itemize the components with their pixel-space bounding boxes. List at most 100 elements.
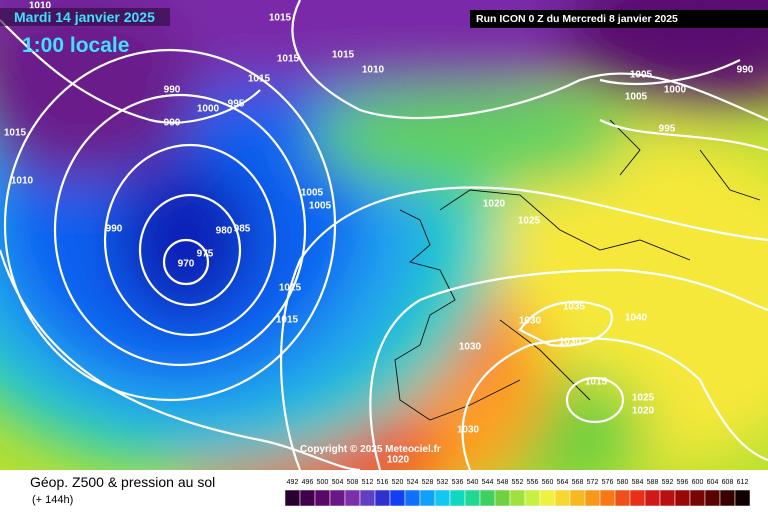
isobar-label: 985 <box>234 224 251 235</box>
legend-swatch <box>404 489 421 507</box>
isobars <box>0 0 768 470</box>
legend-swatch <box>479 489 496 507</box>
isobar-label: 1020 <box>483 199 506 210</box>
legend-label: 524 <box>407 479 419 486</box>
legend-swatch <box>539 489 556 507</box>
isobar-label: 1030 <box>459 342 482 353</box>
isobar-label: 990 <box>164 118 181 129</box>
legend-label: 592 <box>662 479 674 486</box>
footer-title: Géop. Z500 & pression au sol <box>30 474 215 490</box>
legend-swatch <box>374 489 391 507</box>
run-box <box>470 10 768 28</box>
isobar-label: 1010 <box>29 1 52 12</box>
legend-label: 604 <box>707 479 719 486</box>
isobar-label: 1030 <box>559 337 582 348</box>
isobar-label: 1015 <box>585 377 608 388</box>
isobar-label: 1030 <box>457 425 480 436</box>
legend-swatch <box>284 489 301 507</box>
legend-swatch <box>569 489 586 507</box>
legend-label: 516 <box>377 479 389 486</box>
isobar-label: 980 <box>216 226 233 237</box>
legend-label: 512 <box>362 479 374 486</box>
isobar-label: 990 <box>737 65 754 76</box>
legend-swatch <box>659 489 676 507</box>
date: Mardi 14 janvier 2025 <box>14 9 155 25</box>
legend-swatch <box>629 489 646 507</box>
legend-swatch <box>719 489 736 507</box>
legend-swatch <box>644 489 661 507</box>
legend-label: 596 <box>677 479 689 486</box>
isobar-label: 995 <box>228 99 245 110</box>
legend-swatch <box>494 489 511 507</box>
legend-swatch <box>329 489 346 507</box>
isobar-label: 970 <box>178 259 195 270</box>
legend-label: 536 <box>452 479 464 486</box>
legend-label: 540 <box>467 479 479 486</box>
legend-label: 608 <box>722 479 734 486</box>
legend-swatch <box>299 489 316 507</box>
legend-swatch <box>464 489 481 507</box>
isobar-label: 1005 <box>301 188 324 199</box>
isobar-label: 975 <box>197 249 214 260</box>
isobar-label: 1025 <box>518 216 541 227</box>
date-box <box>0 8 170 26</box>
time: 1:00 locale <box>22 34 129 57</box>
isobar-label: 1015 <box>4 128 27 139</box>
legend-label: 564 <box>557 479 569 486</box>
isobar-label: 1035 <box>563 302 586 313</box>
isobar-label: 1030 <box>519 316 542 327</box>
isobar-label: 1015 <box>332 50 355 61</box>
legend-swatch <box>554 489 571 507</box>
legend-swatch <box>689 489 706 507</box>
legend-label: 496 <box>302 479 314 486</box>
legend-label: 588 <box>647 479 659 486</box>
isobar-label: 1015 <box>277 54 300 65</box>
legend-swatch <box>344 489 361 507</box>
legend-label: 568 <box>572 479 584 486</box>
legend-label: 532 <box>437 479 449 486</box>
isobar-label: 1000 <box>197 104 220 115</box>
legend-label: 576 <box>602 479 614 486</box>
isobar-label: 1010 <box>362 65 385 76</box>
legend-label: 500 <box>317 479 329 486</box>
legend-label: 492 <box>287 479 299 486</box>
isobar-label: 1005 <box>309 201 332 212</box>
isobar-label: 1015 <box>269 13 292 24</box>
legend-swatch <box>674 489 691 507</box>
isobar-label: 1015 <box>276 315 299 326</box>
isobar-label: 1020 <box>632 406 655 417</box>
copyright: Copyright © 2025 Meteociel.fr <box>300 444 441 455</box>
legend-swatch <box>599 489 616 507</box>
legend-swatch <box>449 489 466 507</box>
legend-label: 552 <box>512 479 524 486</box>
legend-swatch <box>524 489 541 507</box>
legend-label: 560 <box>542 479 554 486</box>
legend-swatch <box>704 489 721 507</box>
isobar-label: 1010 <box>11 176 34 187</box>
legend-swatch <box>434 489 451 507</box>
legend-swatch <box>359 489 376 507</box>
legend-swatch <box>389 489 406 507</box>
color-legend: 492 496 500 504 508 512 516 520 524 528 532 536 540 5… <box>284 479 751 507</box>
legend-label: 544 <box>482 479 494 486</box>
isobar-label: 1020 <box>387 455 410 466</box>
footer-subtitle: (+ 144h) <box>32 494 73 506</box>
legend-label: 508 <box>347 479 359 486</box>
legend-label: 504 <box>332 479 344 486</box>
isobar-label: 995 <box>659 124 676 135</box>
legend-label: 612 <box>737 479 749 486</box>
legend-swatch <box>734 489 751 507</box>
legend-swatch <box>614 489 631 507</box>
isobar-label: 1005 <box>630 70 653 81</box>
legend-label: 528 <box>422 479 434 486</box>
isobar-label: 1000 <box>664 85 687 96</box>
isobar-label: 1015 <box>248 74 271 85</box>
coastline <box>394 119 761 421</box>
isobar-label: 1015 <box>279 283 302 294</box>
legend-label: 548 <box>497 479 509 486</box>
isobar-label: 1040 <box>625 313 648 324</box>
legend-swatch <box>419 489 436 507</box>
legend-label: 600 <box>692 479 704 486</box>
legend-label: 580 <box>617 479 629 486</box>
